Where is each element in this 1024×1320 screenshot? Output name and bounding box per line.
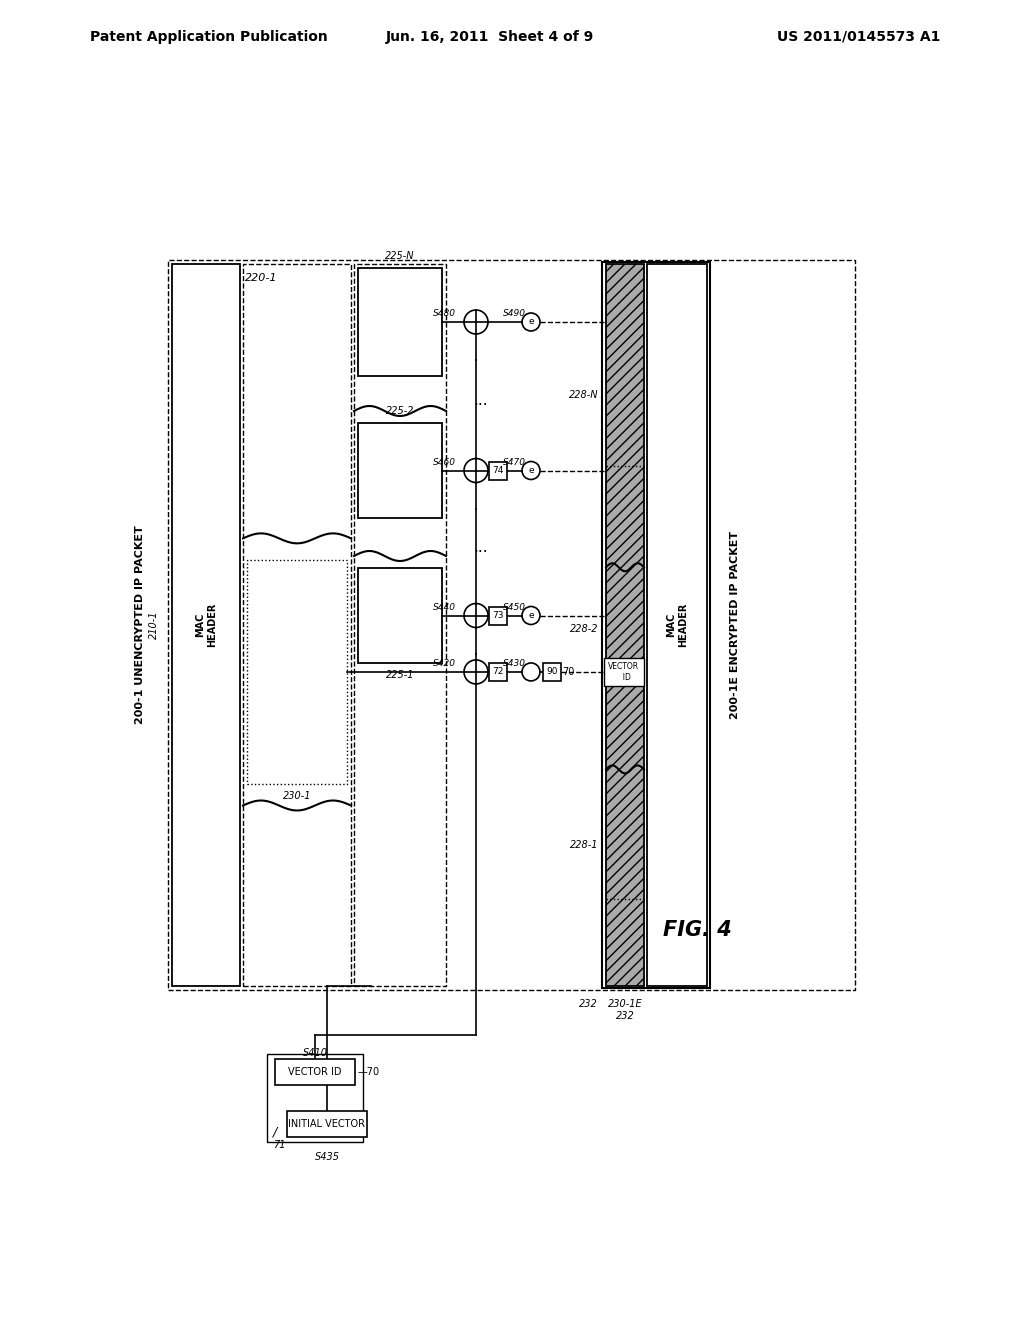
- Text: ...: ...: [474, 540, 488, 554]
- Text: S440: S440: [432, 603, 456, 612]
- Text: S460: S460: [432, 458, 456, 467]
- Text: 225-N: 225-N: [385, 251, 415, 261]
- Bar: [489, 663, 507, 681]
- Text: S430: S430: [503, 660, 525, 668]
- Text: 228-2: 228-2: [569, 623, 598, 634]
- Text: 74: 74: [493, 466, 504, 475]
- Bar: [287, 1111, 367, 1137]
- Text: S420: S420: [432, 660, 456, 668]
- Text: 232: 232: [615, 1011, 635, 1020]
- Bar: [543, 663, 561, 681]
- Text: 220-1: 220-1: [245, 273, 278, 282]
- Text: US 2011/0145573 A1: US 2011/0145573 A1: [776, 30, 940, 44]
- Text: 230-1E: 230-1E: [607, 999, 642, 1008]
- Text: S480: S480: [432, 309, 456, 318]
- Bar: [358, 422, 442, 517]
- Text: 225-2: 225-2: [386, 407, 415, 416]
- Text: /: /: [272, 1126, 278, 1138]
- Text: 200-1 UNENCRYPTED IP PACKET: 200-1 UNENCRYPTED IP PACKET: [135, 525, 145, 725]
- Text: S450: S450: [503, 603, 525, 612]
- Text: VECTOR
  ID: VECTOR ID: [608, 663, 640, 681]
- Bar: [354, 264, 446, 986]
- Text: 73: 73: [493, 611, 504, 620]
- Bar: [275, 1059, 355, 1085]
- Bar: [489, 606, 507, 624]
- Text: 228-1: 228-1: [569, 841, 598, 850]
- Text: e: e: [528, 466, 534, 475]
- Text: 90: 90: [546, 668, 558, 676]
- Text: VECTOR ID: VECTOR ID: [288, 1067, 342, 1077]
- Text: e: e: [528, 318, 534, 326]
- Text: e: e: [528, 611, 534, 620]
- Text: 230-1: 230-1: [283, 791, 311, 801]
- Bar: [247, 560, 347, 784]
- Text: FIG. 4: FIG. 4: [663, 920, 731, 940]
- Text: S470: S470: [503, 458, 525, 467]
- Bar: [172, 264, 240, 986]
- Bar: [606, 264, 644, 986]
- Text: MAC
HEADER: MAC HEADER: [196, 603, 217, 647]
- Bar: [358, 568, 442, 663]
- Text: 70: 70: [562, 667, 574, 677]
- Bar: [358, 268, 442, 376]
- Text: 210-1: 210-1: [150, 611, 159, 639]
- Bar: [243, 264, 351, 986]
- Text: ...: ...: [474, 393, 488, 408]
- Bar: [168, 260, 855, 990]
- Text: 228-N: 228-N: [568, 391, 598, 400]
- Text: 72: 72: [493, 668, 504, 676]
- Bar: [602, 261, 710, 987]
- Text: S410: S410: [302, 1048, 328, 1059]
- Bar: [267, 1053, 362, 1142]
- Text: 225-1: 225-1: [386, 671, 415, 680]
- Text: —70: —70: [358, 1067, 380, 1077]
- Text: 232: 232: [580, 999, 598, 1008]
- Text: 200-1E ENCRYPTED IP PACKET: 200-1E ENCRYPTED IP PACKET: [730, 531, 740, 719]
- Text: MAC
HEADER: MAC HEADER: [667, 603, 688, 647]
- Text: 71: 71: [272, 1140, 286, 1150]
- Bar: [647, 264, 707, 986]
- Text: Patent Application Publication: Patent Application Publication: [90, 30, 328, 44]
- Bar: [604, 657, 644, 686]
- Text: Jun. 16, 2011  Sheet 4 of 9: Jun. 16, 2011 Sheet 4 of 9: [386, 30, 594, 44]
- Text: S490: S490: [503, 309, 525, 318]
- Bar: [489, 462, 507, 479]
- Text: S435: S435: [314, 1152, 340, 1162]
- Text: INITIAL VECTOR: INITIAL VECTOR: [289, 1119, 366, 1129]
